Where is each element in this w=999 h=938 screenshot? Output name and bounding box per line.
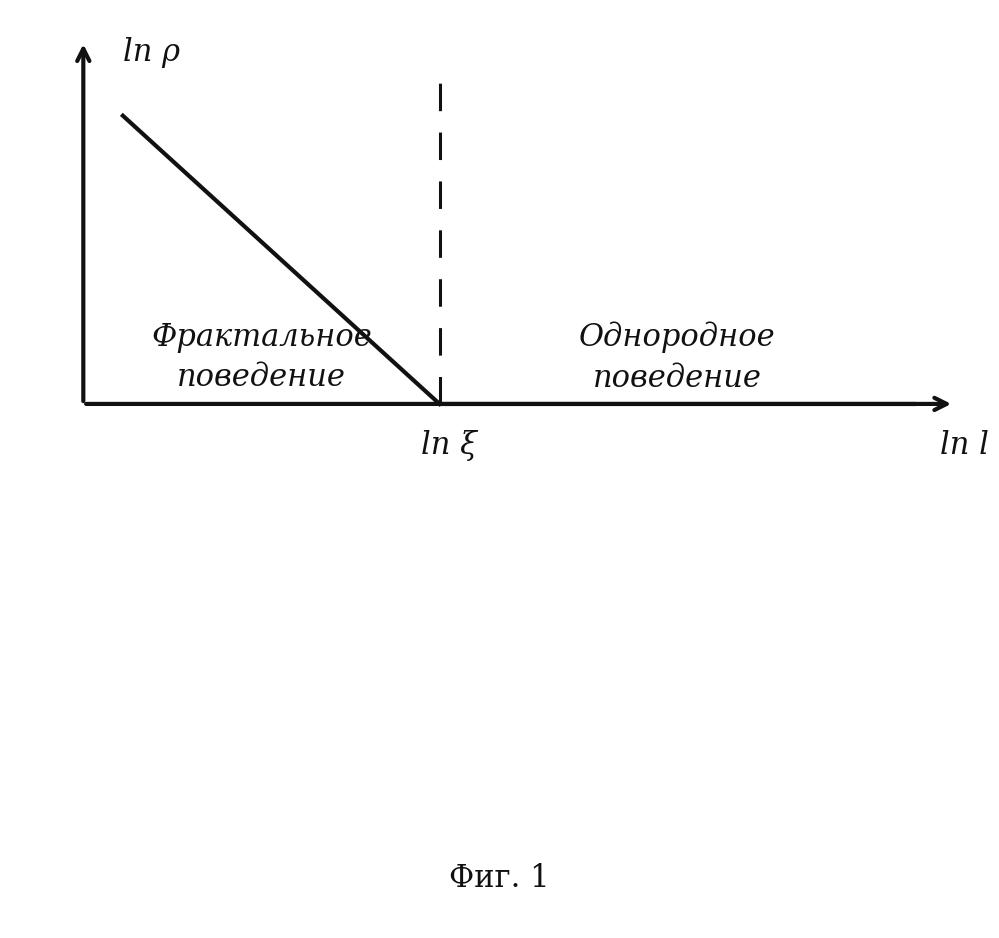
Text: ln l: ln l [939, 431, 988, 461]
Text: ln ρ: ln ρ [123, 37, 180, 68]
Text: Фиг. 1: Фиг. 1 [449, 863, 549, 894]
Text: Однородное
поведение: Однородное поведение [578, 322, 775, 394]
Text: ln ξ: ln ξ [422, 431, 478, 461]
Text: Фрактальное
поведение: Фрактальное поведение [151, 322, 372, 393]
